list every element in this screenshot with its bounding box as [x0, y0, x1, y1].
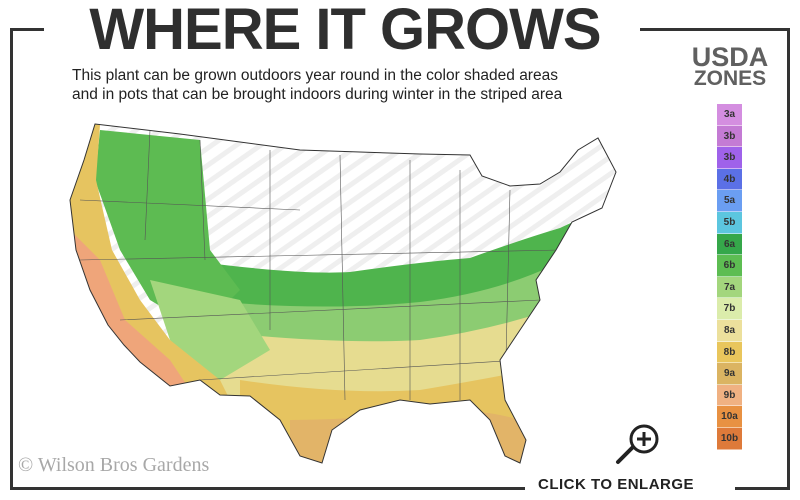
frame-top-left — [10, 28, 44, 31]
subtitle-line-1: This plant can be grown outdoors year ro… — [72, 67, 558, 84]
rockies-light-green — [150, 280, 270, 380]
legend-zone-10a: 10a — [717, 406, 742, 428]
legend-zone-5a: 5a — [717, 190, 742, 212]
frame-left — [10, 28, 13, 490]
legend-zone-6b: 6b — [717, 255, 742, 277]
legend-title: USDA ZONES — [678, 42, 782, 90]
zone-fill — [70, 124, 616, 463]
legend-zone-6a: 6a — [717, 233, 742, 256]
legend-zone-9a: 9a — [717, 363, 742, 385]
state-borders — [79, 129, 561, 401]
legend-zone-7a: 7a — [717, 276, 742, 299]
legend-zone-3b: 3b — [717, 125, 742, 148]
legend-zone-8a: 8a — [717, 319, 742, 342]
legend-zone-3a: 3a — [717, 104, 742, 126]
frame-bottom-right — [735, 487, 790, 490]
frame-top-right — [640, 28, 790, 31]
legend-title-line-1: USDA — [691, 42, 769, 72]
legend-zone-7b: 7b — [717, 298, 742, 320]
frame-bottom-left — [10, 487, 525, 490]
zone-legend: 3a 3b 3b 4b 5a 5b 6a 6b 7a 7b 8a 8b 9a 9b 10a 10b — [717, 104, 742, 450]
magnifier-plus-icon[interactable] — [612, 422, 664, 468]
frame-right — [787, 28, 790, 490]
legend-zone-9b: 9b — [717, 384, 742, 407]
subtitle: This plant can be grown outdoors year ro… — [72, 66, 652, 104]
page-title: WHERE IT GROWS — [89, 0, 601, 62]
legend-title-line-2: ZONES — [693, 67, 767, 90]
legend-zone-10b: 10b — [717, 427, 742, 450]
west-green — [95, 130, 240, 330]
watermark: © Wilson Bros Gardens — [18, 454, 210, 476]
legend-zone-3b: 3b — [717, 147, 742, 169]
legend-zone-5b: 5b — [717, 211, 742, 234]
subtitle-line-2: and in pots that can be brought indoors … — [72, 86, 563, 103]
click-to-enlarge-link[interactable]: CLICK TO ENLARGE — [538, 476, 695, 493]
legend-zone-8b: 8b — [717, 341, 742, 364]
legend-zone-4b: 4b — [717, 168, 742, 191]
zone-9-band — [290, 409, 616, 463]
